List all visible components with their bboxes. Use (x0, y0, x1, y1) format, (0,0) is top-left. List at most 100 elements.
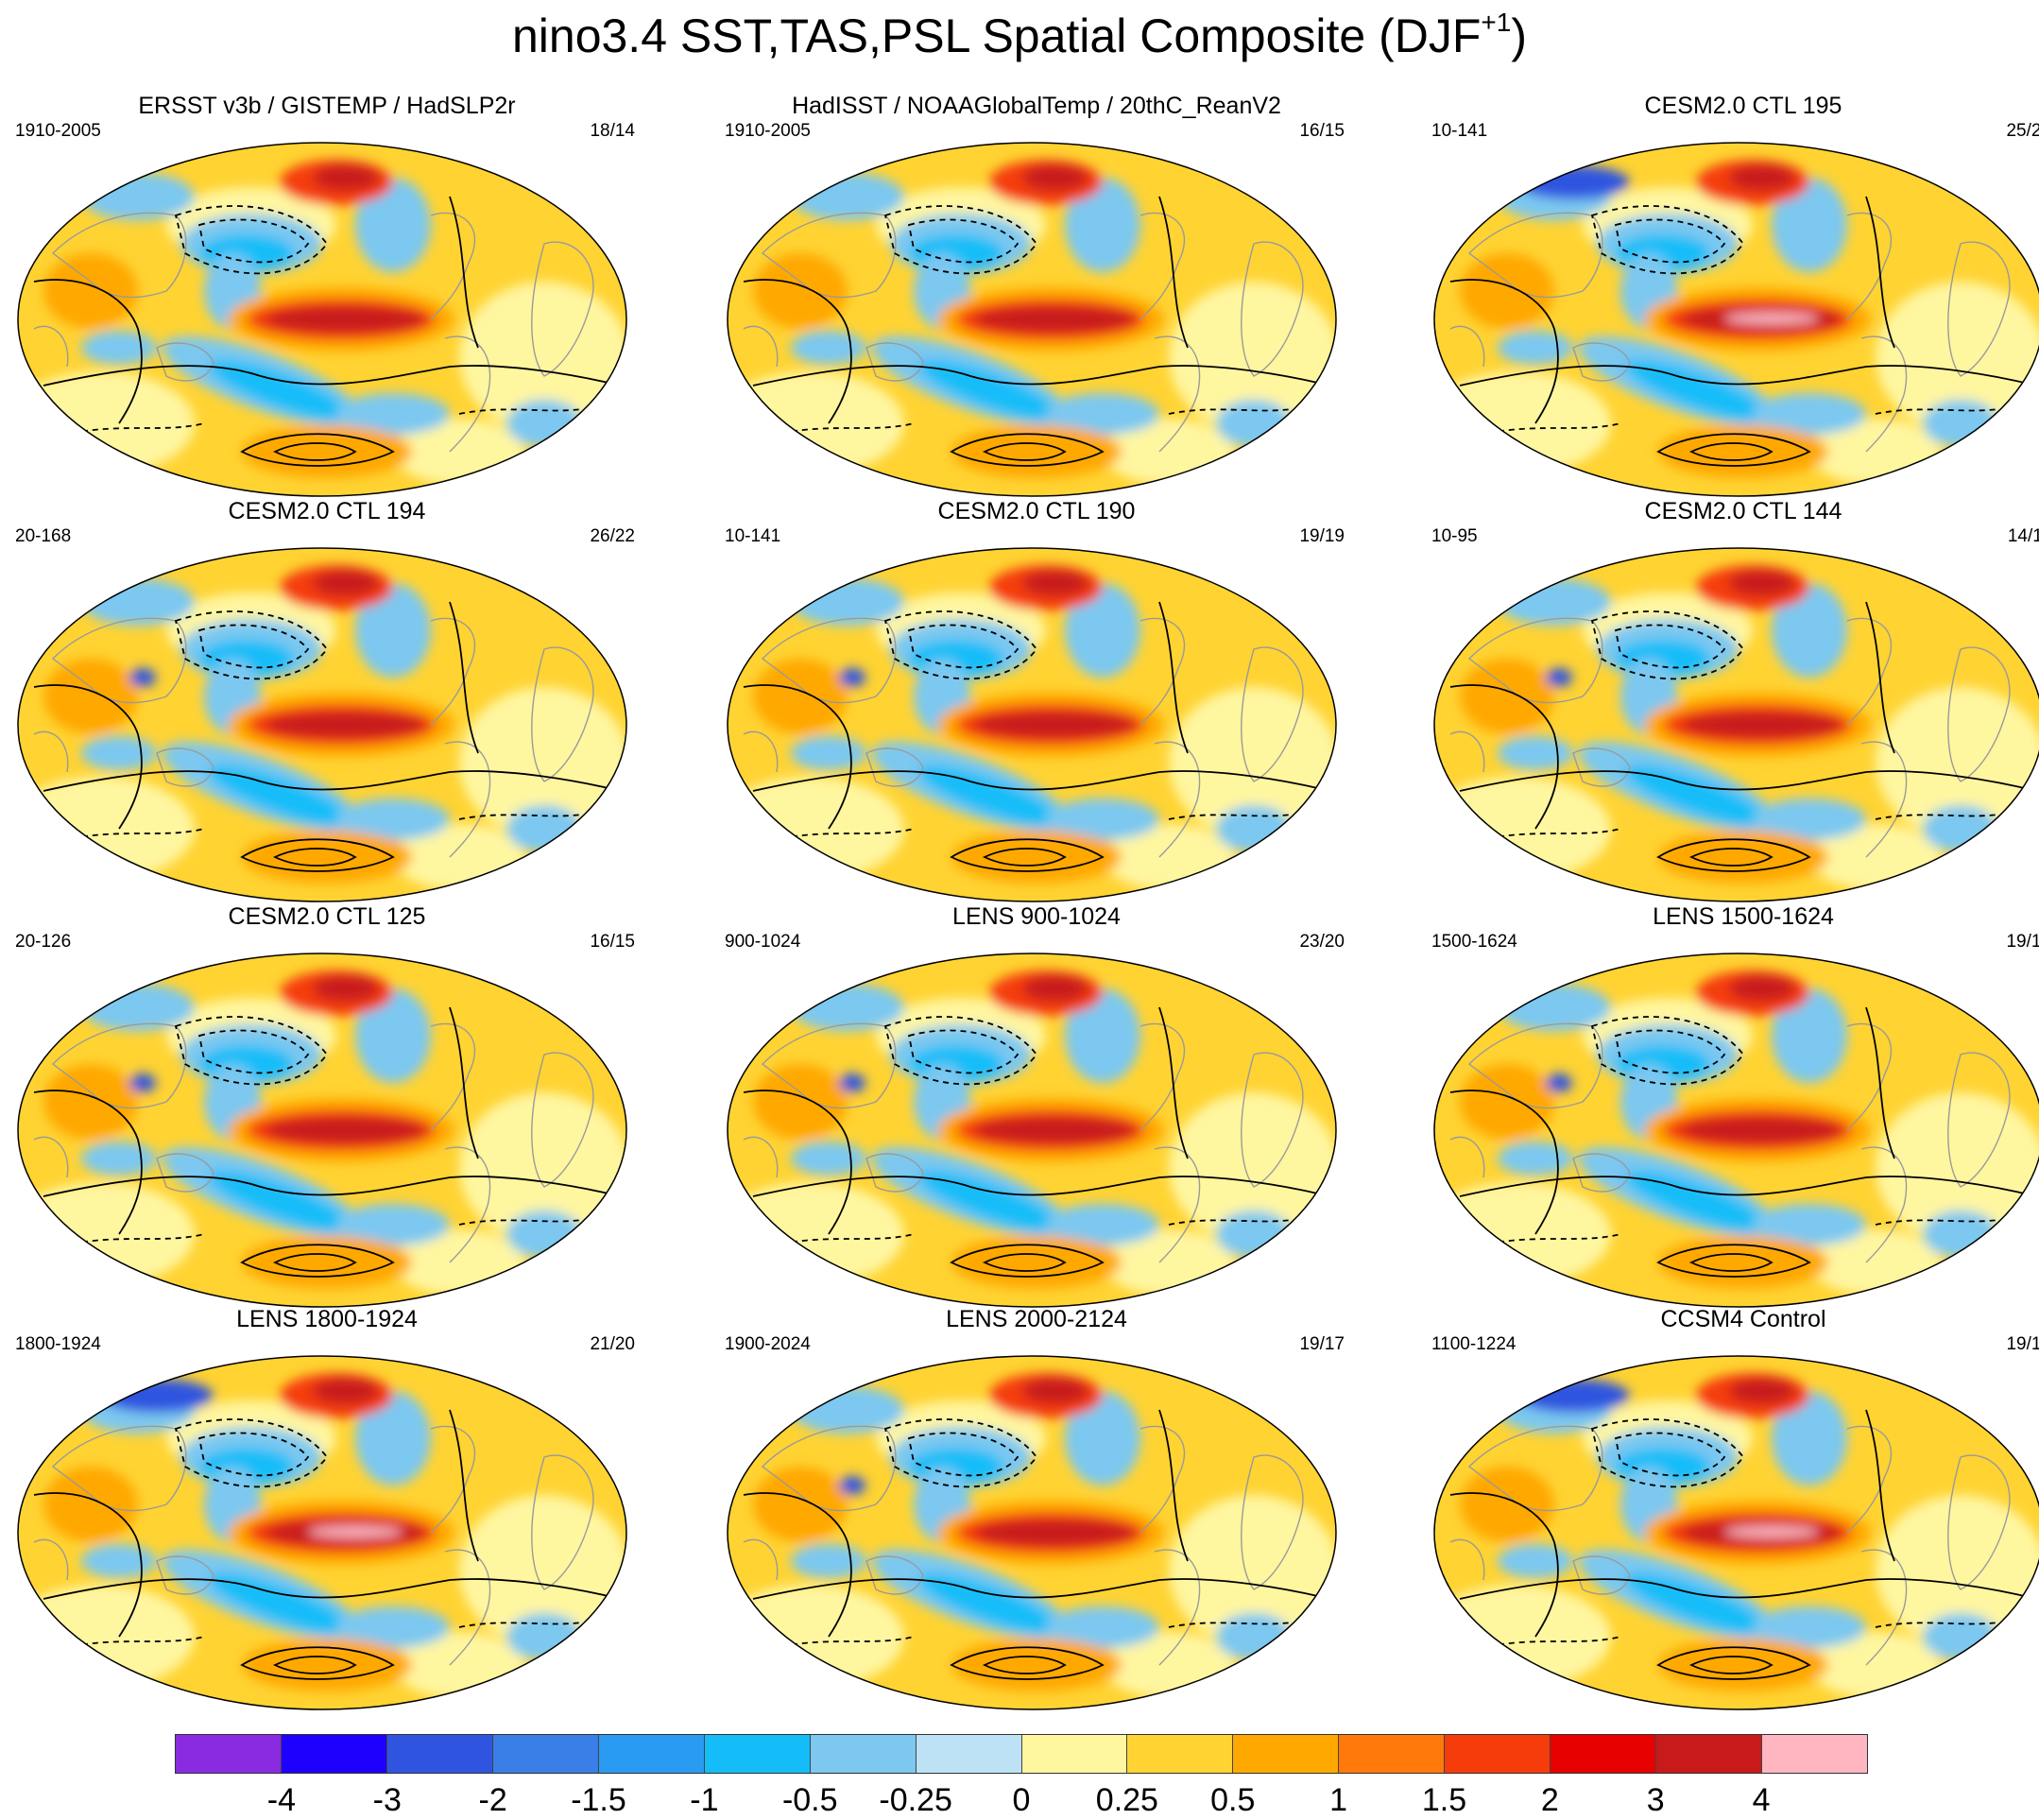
coastlines (743, 617, 1304, 858)
panel-event-count: 14/11 (2007, 526, 2039, 546)
panel-period: 1800-1924 (15, 1334, 101, 1354)
pressure-contours (743, 196, 1330, 467)
pressure-contours (33, 1006, 621, 1278)
colorbar-tick-label: 1.5 (1421, 1782, 1467, 1818)
map-field (18, 143, 626, 496)
panel-event-count: 19/16 (2006, 932, 2039, 952)
world-map (17, 953, 627, 1308)
colorbar-swatch (176, 1735, 282, 1773)
panel-period: 20-126 (15, 932, 72, 952)
coastlines (1449, 617, 2011, 858)
world-map (17, 547, 627, 902)
map-panel: LENS 1800-1924 1800-1924 21/20 (6, 1306, 648, 1712)
map-panel: CCSM4 Control 1100-1224 19/19 (1422, 1306, 2039, 1712)
map-field (728, 1356, 1336, 1709)
panel-event-count: 19/19 (2006, 1334, 2039, 1354)
pressure-contours (1449, 1006, 2037, 1278)
pressure-contours (33, 196, 621, 467)
map-outline (1433, 547, 2039, 902)
coastlines (1449, 212, 2011, 453)
map-panel: HadISST / NOAAGlobalTemp / 20thC_ReanV2 1… (715, 93, 1358, 499)
panel-title: CESM2.0 CTL 194 (228, 498, 426, 524)
coastlines (1449, 1425, 2011, 1666)
map-outline (727, 953, 1337, 1308)
colorbar-tick-label: -2 (478, 1782, 507, 1818)
pressure-contours (1449, 196, 2037, 467)
map-outline (17, 142, 627, 497)
colorbar-swatch (1127, 1735, 1234, 1773)
map-outline (17, 1355, 627, 1710)
panel-title: CESM2.0 CTL 190 (937, 498, 1136, 524)
colorbar-tick-label: -1.5 (571, 1782, 626, 1818)
panel-title: CESM2.0 CTL 195 (1644, 93, 1842, 119)
world-map (727, 547, 1337, 902)
panel-period: 1500-1624 (1431, 932, 1517, 952)
pressure-contours (743, 1409, 1330, 1680)
map-field (1434, 143, 2039, 496)
map-panel: CESM2.0 CTL 190 10-141 19/19 (715, 498, 1358, 904)
map-field (18, 1356, 626, 1709)
pressure-contours (743, 601, 1330, 872)
colorbar-swatch (386, 1735, 493, 1773)
panel-event-count: 18/14 (590, 121, 635, 141)
world-map (1433, 547, 2039, 902)
panel-event-count: 16/15 (1299, 121, 1345, 141)
colorbar-swatch (1656, 1735, 1763, 1773)
colorbar-swatch (1021, 1735, 1128, 1773)
panel-title: CESM2.0 CTL 125 (228, 903, 426, 930)
colorbar-tick-label: 4 (1752, 1782, 1771, 1818)
panel-period: 1900-2024 (725, 1334, 811, 1354)
colorbar-swatch (1233, 1735, 1340, 1773)
colorbar-swatch (1551, 1735, 1657, 1773)
pressure-contours (33, 601, 621, 872)
panel-title: ERSST v3b / GISTEMP / HadSLP2r (138, 93, 516, 119)
map-panel: ERSST v3b / GISTEMP / HadSLP2r 1910-2005 1… (6, 93, 648, 499)
colorbar-swatch (1339, 1735, 1446, 1773)
pressure-contours (33, 1409, 621, 1680)
panel-title: HadISST / NOAAGlobalTemp / 20thC_ReanV2 (792, 93, 1281, 119)
panel-event-count: 19/17 (1299, 1334, 1345, 1354)
panel-period: 10-141 (725, 526, 781, 546)
map-outline (17, 953, 627, 1308)
coastlines (743, 1022, 1304, 1263)
coastlines (743, 1425, 1304, 1666)
map-panel: CESM2.0 CTL 195 10-141 25/21 (1422, 93, 2039, 499)
coastlines (743, 212, 1304, 453)
coastlines (33, 1022, 594, 1263)
coastlines (33, 212, 594, 453)
colorbar-tick-label: -3 (372, 1782, 402, 1818)
panel-event-count: 26/22 (590, 526, 635, 546)
map-panel: LENS 900-1024 900-1024 23/20 (715, 903, 1358, 1310)
colorbar-tick-label: 1 (1329, 1782, 1348, 1818)
panel-event-count: 25/21 (2006, 121, 2039, 141)
panel-period: 1910-2005 (725, 121, 811, 141)
panel-event-count: 23/20 (1299, 932, 1345, 952)
colorbar-swatch (492, 1735, 599, 1773)
colorbar-tick-label: 2 (1540, 1782, 1559, 1818)
colorbar-swatch (916, 1735, 1022, 1773)
panel-title: LENS 2000-2124 (946, 1306, 1127, 1332)
world-map (1433, 1355, 2039, 1710)
colorbar-swatch (281, 1735, 387, 1773)
colorbar-tick-label: -0.25 (879, 1782, 952, 1818)
map-panel: CESM2.0 CTL 144 10-95 14/11 (1422, 498, 2039, 904)
colorbar-swatch (704, 1735, 811, 1773)
panel-title: CESM2.0 CTL 144 (1644, 498, 1842, 524)
panel-event-count: 19/19 (1299, 526, 1345, 546)
panel-title: CCSM4 Control (1660, 1306, 1826, 1332)
map-outline (1433, 953, 2039, 1308)
colorbar-swatch (598, 1735, 705, 1773)
map-outline (17, 547, 627, 902)
panel-event-count: 16/15 (590, 932, 635, 952)
world-map (1433, 142, 2039, 497)
panel-period: 10-95 (1431, 526, 1478, 546)
panel-period: 1910-2005 (15, 121, 101, 141)
world-map (727, 142, 1337, 497)
map-outline (1433, 142, 2039, 497)
panel-event-count: 21/20 (590, 1334, 635, 1354)
colorbar-swatch (810, 1735, 917, 1773)
panel-title: LENS 1500-1624 (1653, 903, 1834, 930)
pressure-contours (743, 1006, 1330, 1278)
colorbar-tick-label: -0.5 (781, 1782, 838, 1818)
panel-period: 10-141 (1431, 121, 1488, 141)
